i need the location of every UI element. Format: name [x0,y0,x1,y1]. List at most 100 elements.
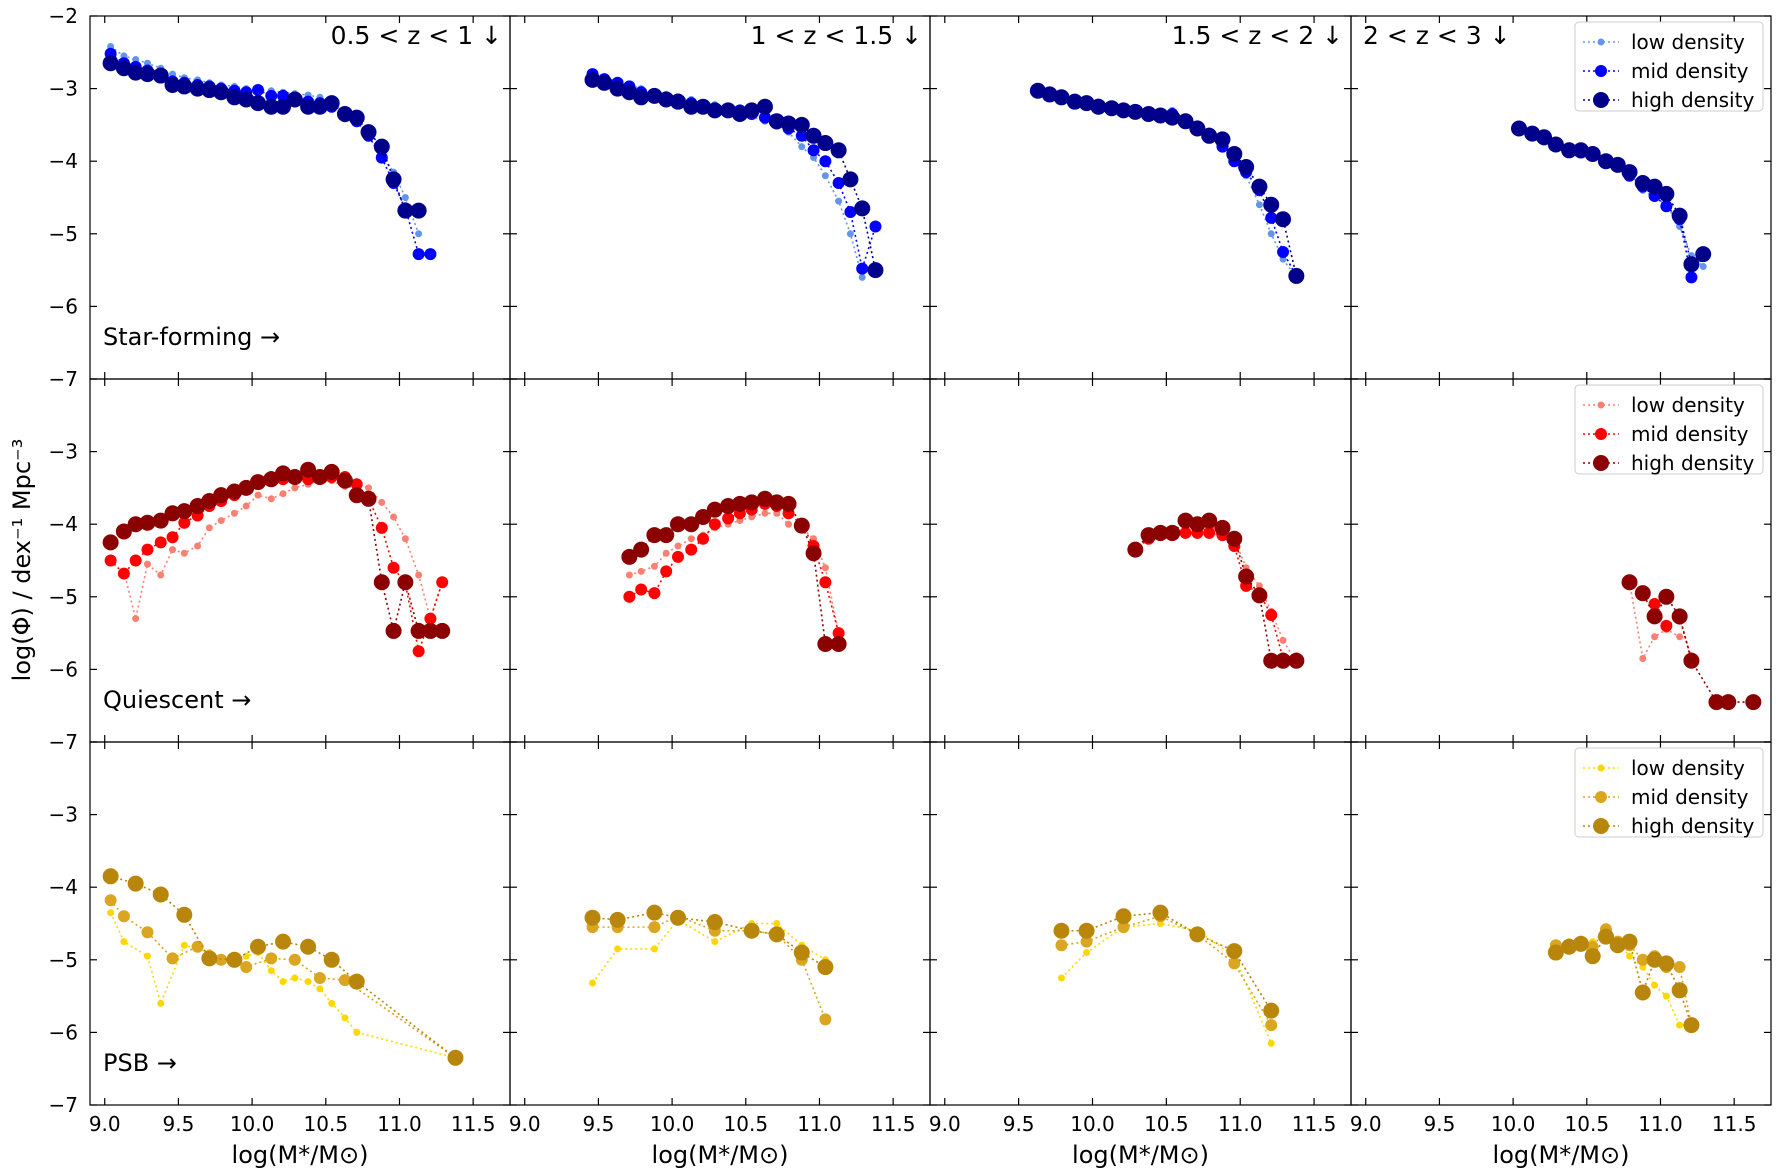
x-tick-label: 10.0 [1070,1112,1115,1136]
data-point [650,562,658,570]
data-point [1673,961,1686,974]
data-point [1572,935,1589,952]
data-point [328,999,336,1007]
data-point [279,490,287,498]
data-point [1066,93,1083,110]
data-point [1708,694,1725,711]
legend-label: mid density [1631,422,1749,446]
data-point [731,495,748,512]
data-point [348,109,365,126]
data-point [658,527,675,544]
data-point [1090,98,1107,115]
data-point [1263,652,1280,669]
data-point [743,494,760,511]
data-point [793,944,810,961]
data-point [683,516,700,533]
data-point [1699,262,1707,270]
data-point [1671,207,1688,224]
y-tick-label: −4 [49,512,78,536]
data-point [1720,694,1737,711]
legend-box [1574,384,1764,475]
x-tick-label: 10.5 [1144,1112,1189,1136]
data-point [1275,652,1292,669]
column-label: 0.5 < z < 1 ↓ [331,21,502,50]
data-point [1152,904,1169,921]
data-point [1179,526,1192,539]
data-point [683,98,700,115]
data-point [743,922,760,939]
data-point [1660,200,1673,213]
x-tick-label: 11.0 [1218,1112,1263,1136]
data-point [1646,608,1663,625]
data-point [633,541,650,558]
panel-sf-1: −7 −6 −5 −4 −3 −2 0.5 < z < 1 ↓ Star-forming → [49,4,511,391]
data-point [1251,587,1268,604]
data-point [176,78,193,95]
data-point [635,583,648,596]
data-point [250,95,266,112]
data-point [300,461,317,478]
x-axis-label: log(M*/M⊙) [652,1141,789,1169]
data-point [1671,982,1688,999]
x-tick-label: 9.5 [1003,1112,1035,1136]
data-point [1547,136,1564,153]
data-point [217,517,225,525]
data-point [139,514,156,531]
series-group [102,868,464,1066]
data-point [1683,652,1700,669]
x-tick-label: 9.0 [89,1112,121,1136]
data-point [117,567,130,580]
panel-q-1: −7 −6 −5 −4 −3 Quiescent → [49,378,511,754]
y-tick-label: −5 [49,222,78,246]
data-point [436,576,449,589]
data-point [1189,926,1206,943]
x-tick-label: 10.5 [724,1112,769,1136]
data-point [1117,921,1130,934]
data-point [1277,245,1290,258]
panel-frame [509,15,931,380]
data-point [1238,159,1255,176]
data-point [230,509,238,517]
data-point [102,868,119,885]
legend-label: high density [1631,814,1754,838]
data-point [785,520,793,528]
column-label: 2 < z < 3 ↓ [1363,21,1511,50]
data-point [279,978,287,986]
data-point [316,985,324,993]
data-point [1658,588,1675,605]
data-point [1676,1021,1684,1029]
data-point [415,571,423,579]
y-tick-label: −3 [49,77,78,101]
series-line [1628,582,1681,661]
data-point [1201,512,1218,529]
data-point [447,1049,464,1066]
data-point [1164,524,1181,541]
data-point [1267,230,1275,238]
row-label: Quiescent → [103,686,251,714]
data-point [1103,100,1120,117]
data-point [157,999,165,1007]
data-point [1228,957,1241,970]
data-point [711,938,719,946]
data-point [1053,89,1070,106]
x-tick-label: 9.5 [163,1112,195,1136]
data-point [1621,574,1638,591]
data-point [761,509,769,517]
data-point [1660,619,1673,632]
x-tick-label: 11.0 [797,1112,842,1136]
legend-marker [1593,92,1609,108]
x-tick-label: 11.0 [1638,1112,1683,1136]
data-point [1057,974,1065,982]
data-point [1621,933,1638,950]
y-tick-label: −4 [49,149,78,173]
data-point [304,978,312,986]
data-point [670,516,686,533]
legend-label: mid density [1631,785,1749,809]
data-point [817,959,834,976]
data-point [637,567,645,575]
data-point [842,171,859,188]
x-tick-label: 11.0 [377,1112,422,1136]
series-group [1621,574,1762,711]
legend-marker [1597,401,1605,409]
data-point [650,945,658,953]
